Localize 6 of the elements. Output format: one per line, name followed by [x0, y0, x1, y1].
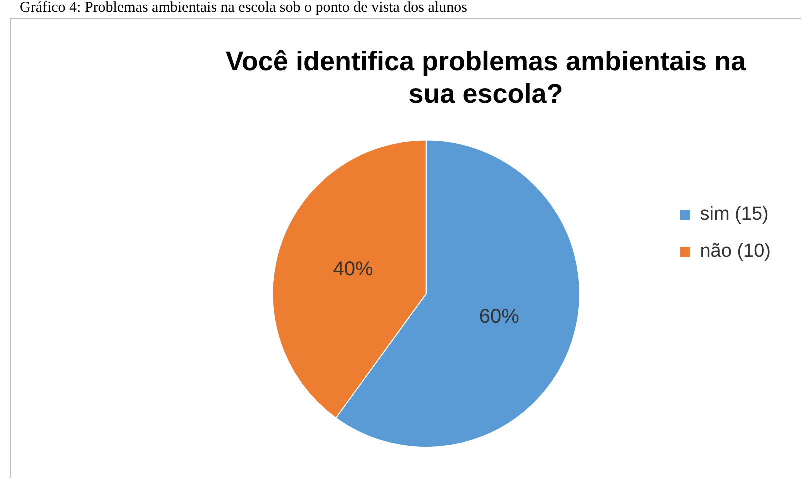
text: Gráfico 4: Problemas ambientais na escola sob o ponto de vista dos alunos [19, 0, 468, 16]
legend-label: sim (15) [700, 204, 769, 226]
data-label: 40% [333, 258, 374, 281]
data-label: 60% [479, 306, 520, 328]
chart-title: Você identifica problemas ambientais na sua escola? [226, 46, 748, 110]
legend-label: não (10) [700, 241, 772, 262]
